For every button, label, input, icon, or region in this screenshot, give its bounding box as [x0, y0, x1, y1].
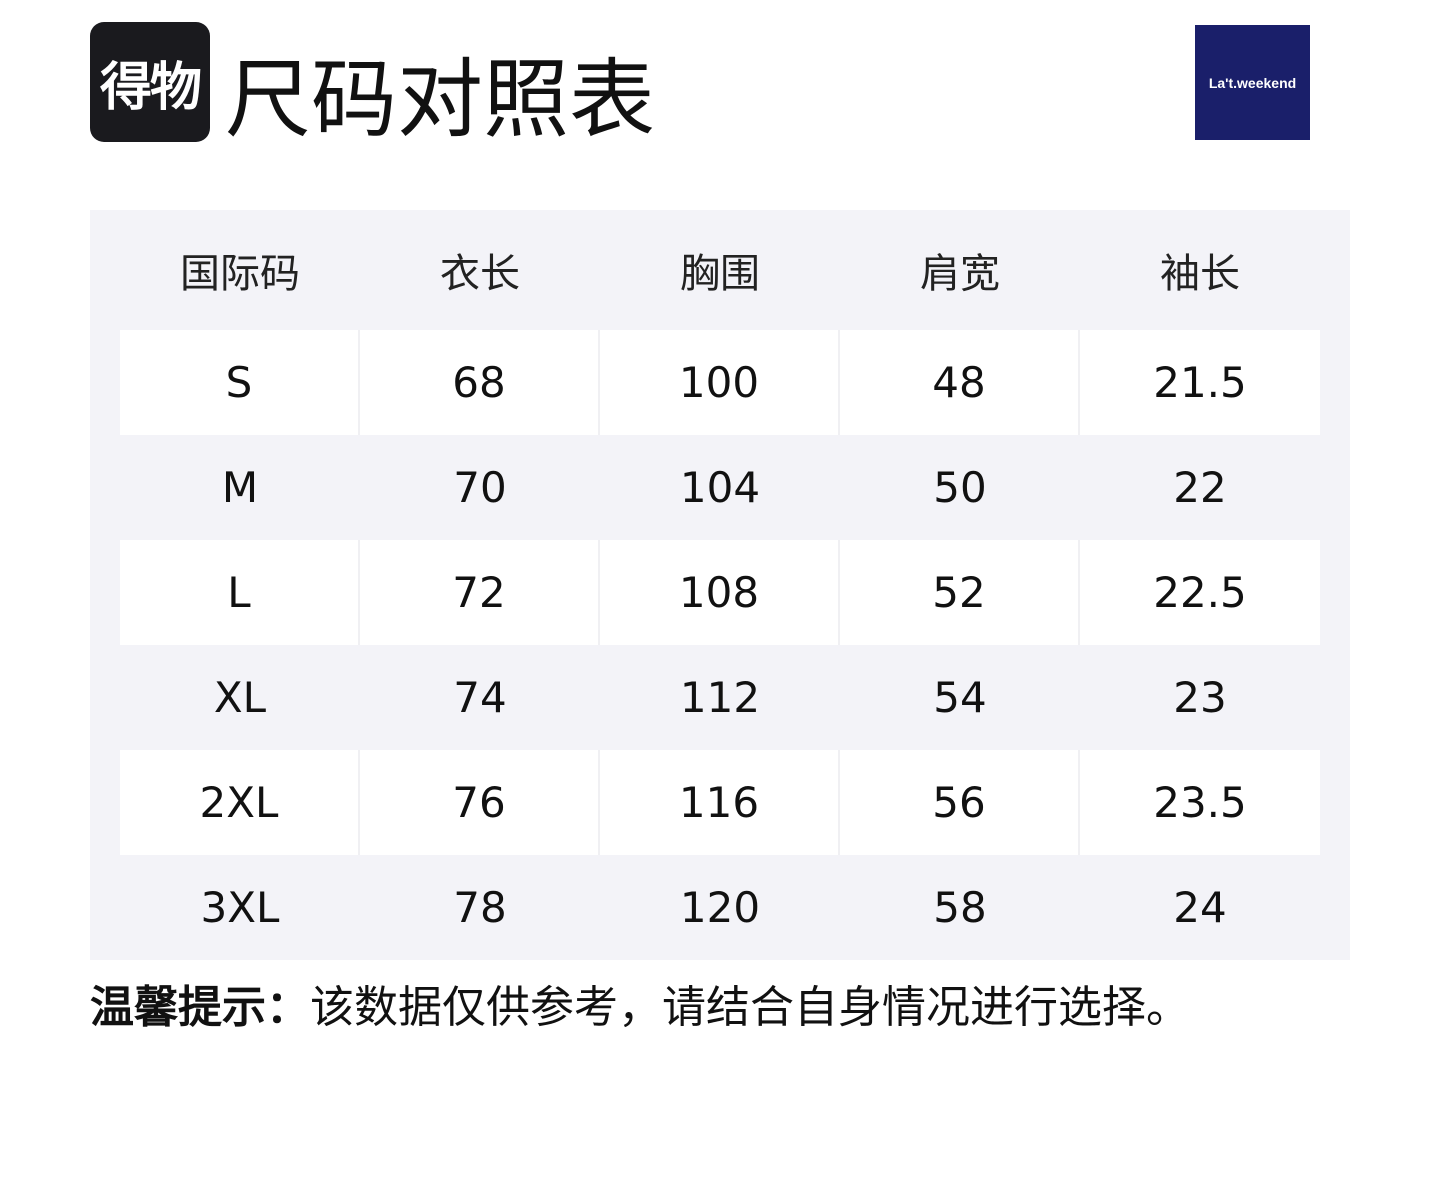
header-cell: 肩宽	[920, 251, 1000, 297]
table-cell: 74	[453, 673, 507, 722]
table-row: S 68 100 48 21.5	[120, 330, 1320, 435]
table-cell: 24	[1173, 883, 1227, 932]
table-cell: XL	[213, 673, 267, 722]
table-cell: 3XL	[200, 883, 280, 932]
table-cell: 50	[933, 463, 987, 512]
table-cell: M	[221, 463, 259, 512]
header-cell: 国际码	[180, 251, 300, 297]
table-cell: 120	[679, 883, 761, 932]
table-cell: 68	[360, 330, 600, 435]
table-cell: 2XL	[120, 750, 360, 855]
table-cell: 104	[679, 463, 761, 512]
partner-logo: La't.weekend	[1195, 25, 1310, 140]
table-row: M 70 104 50 22	[120, 435, 1320, 540]
table-cell: 112	[679, 673, 761, 722]
table-header-row: 国际码 衣长 胸围 肩宽 袖长	[120, 210, 1320, 330]
table-cell: 76	[360, 750, 600, 855]
table-row: XL 74 112 54 23	[120, 645, 1320, 750]
table-cell: 56	[840, 750, 1080, 855]
tip-label: 温馨提示：	[90, 982, 310, 1033]
table-cell: 48	[840, 330, 1080, 435]
table-cell: 108	[600, 540, 840, 645]
brand-logo: 得物	[90, 22, 210, 142]
table-row: 2XL 76 116 56 23.5	[120, 750, 1320, 855]
header-cell: 袖长	[1160, 251, 1240, 297]
table-cell: L	[120, 540, 360, 645]
table-cell: 52	[840, 540, 1080, 645]
table-cell: 21.5	[1080, 330, 1320, 435]
table-cell: 78	[453, 883, 507, 932]
tip-text: 该数据仅供参考，请结合自身情况进行选择。	[310, 982, 1190, 1033]
table-row: L 72 108 52 22.5	[120, 540, 1320, 645]
table-cell: 72	[360, 540, 600, 645]
header-cell: 衣长	[440, 251, 520, 297]
table-cell: 70	[453, 463, 507, 512]
table-cell: 22.5	[1080, 540, 1320, 645]
table-cell: 54	[933, 673, 987, 722]
size-table: 国际码 衣长 胸围 肩宽 袖长 S 68 100 48 21.5 M 70 104 50 22 L 7…	[90, 210, 1350, 960]
table-cell: 23.5	[1080, 750, 1320, 855]
table-row: 3XL 78 120 58 24	[120, 855, 1320, 960]
page-title: 尺码对照表	[225, 50, 655, 150]
tip-note: 温馨提示：该数据仅供参考，请结合自身情况进行选择。	[90, 978, 1190, 1038]
table-cell: 23	[1173, 673, 1227, 722]
table-cell: 22	[1173, 463, 1227, 512]
table-cell: S	[120, 330, 360, 435]
table-cell: 58	[933, 883, 987, 932]
table-cell: 116	[600, 750, 840, 855]
table-cell: 100	[600, 330, 840, 435]
header-cell: 胸围	[680, 251, 760, 297]
